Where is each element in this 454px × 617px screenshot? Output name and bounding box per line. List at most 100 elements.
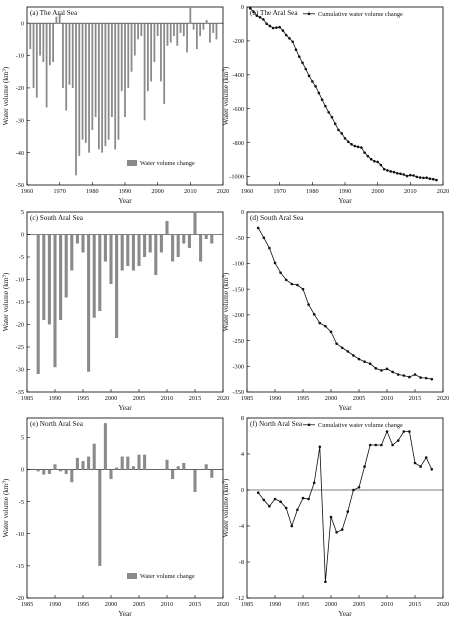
y-tick-label: -12 xyxy=(236,595,244,602)
x-tick-label: 2010 xyxy=(161,395,174,402)
y-tick-label: -35 xyxy=(16,389,24,396)
bar xyxy=(35,23,38,98)
x-tick-label: 2010 xyxy=(161,601,174,608)
bar xyxy=(59,234,63,320)
data-point xyxy=(413,461,417,465)
x-tick-label: 1970 xyxy=(53,188,66,195)
data-point xyxy=(262,236,266,240)
bar xyxy=(36,469,40,472)
x-tick-label: 1990 xyxy=(269,395,282,402)
data-point xyxy=(324,324,327,328)
data-point xyxy=(430,377,434,381)
bar xyxy=(176,466,180,470)
x-tick-label: 2015 xyxy=(189,601,202,608)
data-point xyxy=(357,486,361,489)
x-tick-label: 1990 xyxy=(119,188,132,195)
data-point xyxy=(320,98,324,102)
data-point xyxy=(317,91,321,95)
data-point xyxy=(391,443,394,447)
x-tick-label: 2000 xyxy=(105,601,118,608)
bar xyxy=(127,23,130,88)
bar xyxy=(166,23,169,46)
x-tick-label: 1995 xyxy=(77,395,90,402)
data-point xyxy=(301,61,304,65)
bar xyxy=(120,234,124,271)
bar xyxy=(182,234,186,244)
y-tick-label: -10 xyxy=(16,531,24,538)
bar xyxy=(176,234,180,257)
bar xyxy=(53,464,57,470)
data-point xyxy=(346,510,350,513)
panel-title: (e) North Aral Sea xyxy=(30,420,84,428)
bar xyxy=(193,469,197,492)
bar xyxy=(131,466,135,470)
data-point xyxy=(262,18,265,21)
x-tick-label: 1995 xyxy=(297,601,310,608)
y-tick-label: 0 xyxy=(21,20,24,27)
legend-marker xyxy=(307,12,311,16)
bar xyxy=(204,464,208,470)
bar xyxy=(109,469,113,480)
data-point xyxy=(324,580,327,584)
panel-title: (f) North Aral Sea xyxy=(250,420,303,428)
bar xyxy=(36,234,40,374)
data-point xyxy=(373,159,376,163)
bar xyxy=(75,457,79,470)
bar xyxy=(42,469,46,475)
bar xyxy=(189,7,192,24)
y-axis-label: Water volume (km3) xyxy=(222,272,230,331)
data-point xyxy=(408,375,411,379)
x-tick-label: 2000 xyxy=(325,601,338,608)
y-tick-label: -50 xyxy=(16,182,24,189)
bar xyxy=(212,23,215,33)
bar xyxy=(140,23,143,37)
y-axis-label-main: Water volume (km xyxy=(222,483,230,537)
bar xyxy=(165,459,169,470)
data-point xyxy=(273,497,277,501)
x-tick-label: 2000 xyxy=(105,395,118,402)
x-tick-label: 1980 xyxy=(306,188,319,195)
x-tick-label: 2000 xyxy=(151,188,164,195)
data-point xyxy=(307,497,310,501)
y-axis-label-superscript: 3 xyxy=(3,69,8,72)
data-point xyxy=(333,122,337,126)
bar xyxy=(92,234,96,318)
data-point xyxy=(399,172,402,176)
y-axis-label-end: ) xyxy=(222,272,230,275)
bar xyxy=(215,23,218,40)
data-point xyxy=(408,430,411,433)
y-tick-label: 0 xyxy=(241,209,244,216)
bar xyxy=(53,234,57,368)
x-tick-label: 1990 xyxy=(339,188,352,195)
data-point xyxy=(275,26,278,29)
y-tick-label: 5 xyxy=(21,209,24,216)
bar xyxy=(39,23,41,56)
data-point xyxy=(357,357,361,361)
data-point xyxy=(304,67,308,71)
data-point xyxy=(353,144,357,148)
data-point xyxy=(314,85,317,88)
bar xyxy=(114,23,117,150)
bar xyxy=(210,469,214,478)
bar xyxy=(81,234,85,253)
data-point xyxy=(268,24,272,28)
y-axis-label: Water volume (km3) xyxy=(2,478,10,537)
data-point xyxy=(296,283,299,287)
bar xyxy=(42,234,46,320)
y-axis-label-main: Water volume (km xyxy=(2,483,10,537)
bar xyxy=(81,23,84,140)
y-axis-label-superscript: 3 xyxy=(223,69,228,72)
bar xyxy=(205,19,208,24)
x-tick-label: 2020 xyxy=(217,601,230,608)
panel-title: (b) The Aral Sea xyxy=(250,9,298,17)
legend-marker xyxy=(307,423,311,427)
bar xyxy=(81,461,85,470)
y-tick-label: 0 xyxy=(21,232,24,239)
data-point xyxy=(307,74,311,78)
data-point xyxy=(363,360,366,363)
bar xyxy=(111,23,113,118)
data-point xyxy=(430,468,434,471)
bar xyxy=(103,234,107,262)
bar xyxy=(98,469,102,566)
bar xyxy=(163,23,166,105)
